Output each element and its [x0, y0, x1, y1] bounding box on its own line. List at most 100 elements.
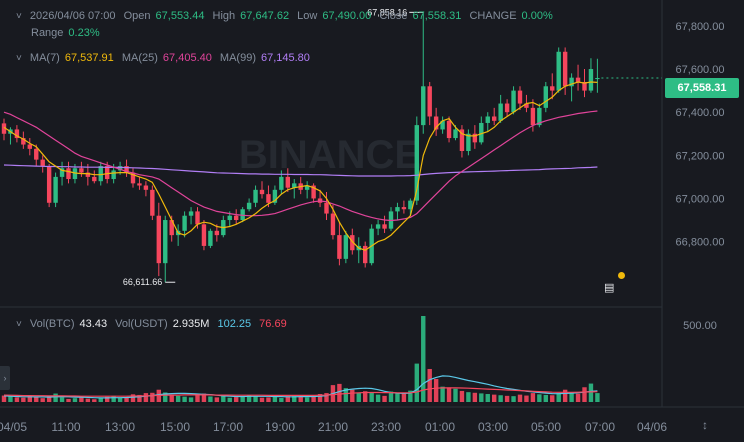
volume-bar	[92, 399, 97, 402]
volume-bar	[588, 383, 594, 402]
volume-bar	[363, 391, 368, 402]
candle-body	[143, 185, 149, 190]
volume-ma2-line	[3, 387, 598, 397]
vol-ma2-value: 76.69	[259, 318, 287, 330]
volume-bar	[382, 395, 387, 402]
ma99-line	[3, 164, 598, 177]
volume-bar	[537, 394, 542, 402]
candle-body	[421, 86, 426, 126]
volume-bar	[524, 395, 529, 402]
time-axis-label: 04/05	[0, 420, 27, 434]
candle-body	[408, 200, 413, 210]
volume-bar	[375, 394, 381, 402]
time-axis-label: 21:00	[318, 420, 348, 434]
ma25-label: MA(25)	[121, 52, 158, 64]
ohlc-info-bar: ˅ 2026/04/06 07:00 Open 67,553.44 High 67,…	[16, 10, 558, 22]
candle-body	[401, 207, 407, 210]
candle-body	[582, 81, 587, 91]
volume-bar	[569, 392, 574, 402]
range-value: 0.23%	[68, 27, 100, 39]
vol-ma1-value: 102.25	[217, 318, 252, 330]
candle-body	[453, 129, 458, 139]
volume-bar	[163, 392, 168, 402]
candle-body	[466, 133, 471, 151]
candle-body	[414, 125, 419, 201]
time-axis-label: 23:00	[371, 420, 401, 434]
candle-body	[169, 220, 174, 236]
time-axis-label: 03:00	[478, 420, 508, 434]
ma25-line	[3, 110, 598, 222]
volume-bar	[433, 378, 439, 402]
volume-bar	[292, 395, 297, 402]
candle-body	[246, 202, 252, 210]
ma7-value: 67,537.91	[64, 52, 114, 64]
candle-body	[14, 129, 20, 139]
volume-bar	[440, 386, 445, 402]
volume-bar	[582, 387, 587, 402]
volume-bar	[246, 395, 252, 402]
volume-bar	[195, 394, 200, 402]
candle-body	[156, 215, 161, 264]
candle-body	[259, 189, 265, 195]
candle-body	[21, 138, 26, 145]
volume-bar	[472, 392, 478, 402]
volume-bar	[14, 397, 20, 402]
price-axis-label: 66,800.00	[676, 237, 725, 249]
candle-body	[517, 90, 523, 104]
candle-body	[266, 194, 271, 203]
volume-bar	[111, 395, 116, 402]
candle-body	[543, 86, 548, 108]
volume-axis-label: 500.00	[683, 320, 717, 332]
collapse-chevron-icon[interactable]: ˅	[16, 11, 22, 22]
candle-body	[498, 103, 503, 121]
candle-body	[459, 129, 465, 151]
volume-bar	[304, 397, 310, 402]
volume-bar	[259, 397, 265, 402]
candle-body	[40, 159, 45, 167]
reset-scale-icon[interactable]: ↕	[702, 418, 708, 432]
collapse-chevron-icon[interactable]: ˅	[16, 319, 22, 330]
price-axis-label: 67,600.00	[676, 64, 725, 76]
volume-bar	[214, 397, 220, 402]
volume-bar	[511, 396, 516, 402]
candle-body	[137, 183, 142, 186]
volume-bar	[98, 397, 103, 402]
candle-body	[350, 235, 355, 251]
volume-bar	[388, 391, 394, 402]
volume-bar	[453, 388, 458, 402]
volume-bar	[408, 390, 413, 402]
volume-bar	[182, 396, 187, 402]
candle-date: 2026/04/06 07:00	[29, 10, 116, 22]
volume-bar	[72, 398, 78, 402]
candle-body	[208, 230, 213, 246]
volume-bar	[105, 396, 110, 402]
drawing-tool-icon[interactable]: ▤	[604, 282, 615, 294]
open-value: 67,553.44	[155, 10, 205, 22]
close-value: 67,558.31	[412, 10, 462, 22]
range-info: Range 0.23%	[31, 27, 105, 39]
time-axis-label: 05:00	[531, 420, 561, 434]
open-label: Open	[123, 10, 151, 22]
candle-body	[188, 211, 194, 216]
volume-bar	[240, 396, 245, 402]
volume-bar	[485, 394, 490, 402]
watermark-text: BINANCE	[239, 133, 421, 177]
change-value: 0.00%	[521, 10, 553, 22]
volume-bar	[234, 397, 239, 402]
candle-body	[66, 168, 71, 180]
volume-bar	[130, 394, 136, 402]
candle-body	[446, 120, 452, 139]
candle-body	[124, 166, 129, 173]
volume-bar	[324, 393, 329, 402]
candle-body	[195, 211, 200, 225]
volume-bar	[272, 396, 278, 402]
expand-panel-button[interactable]: ›	[0, 366, 10, 390]
volume-bar	[543, 394, 548, 402]
volume-bar	[298, 396, 303, 402]
collapse-chevron-icon[interactable]: ˅	[16, 53, 22, 64]
price-axis-label: 67,800.00	[676, 21, 725, 33]
volume-bar	[279, 398, 284, 402]
volume-bar	[285, 396, 290, 402]
volume-bar	[66, 398, 71, 402]
